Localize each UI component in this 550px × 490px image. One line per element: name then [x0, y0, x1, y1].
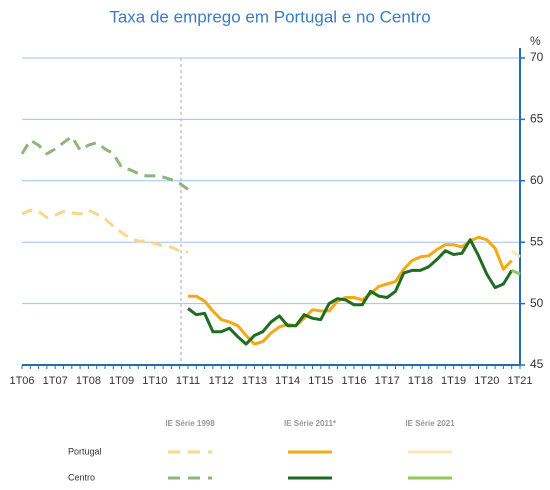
x-tick-label: 1T06: [9, 375, 34, 387]
chart-title: Taxa de emprego em Portugal e no Centro: [109, 7, 430, 26]
x-tick-label: 1T15: [308, 375, 333, 387]
x-tick-label: 1T10: [142, 375, 167, 387]
legend-column-header: IE Série 1998: [165, 419, 215, 428]
series-line: [187, 238, 513, 346]
series-line: [510, 249, 521, 259]
series-line: [511, 269, 521, 276]
y-tick-label: 55: [530, 234, 544, 248]
x-tick-label: 1T16: [341, 375, 366, 387]
x-tick-label: 1T12: [209, 375, 234, 387]
x-tick-label: 1T13: [242, 375, 267, 387]
x-tick-label: 1T20: [474, 375, 499, 387]
y-tick-label: 65: [530, 112, 544, 126]
legend-row-label: Centro: [68, 472, 95, 482]
legend-row-label: Portugal: [68, 446, 102, 456]
x-tick-label: 1T18: [408, 375, 433, 387]
series-line: [20, 135, 189, 191]
x-tick-label: 1T08: [76, 375, 101, 387]
x-tick-label: 1T07: [43, 375, 68, 387]
y-tick-label: 50: [530, 296, 544, 310]
series-line: [188, 235, 513, 346]
y-unit: %: [530, 34, 541, 48]
x-tick-label: 1T17: [375, 375, 400, 387]
y-tick-label: 70: [530, 50, 544, 64]
y-tick-label: 60: [530, 173, 544, 187]
x-tick-label: 1T14: [275, 375, 300, 387]
legend-column-header: IE Série 2011*: [284, 419, 337, 428]
x-tick-label: 1T09: [109, 375, 134, 387]
legend-column-header: IE Série 2021: [405, 419, 455, 428]
x-tick-label: 1T19: [441, 375, 466, 387]
x-tick-label: 1T21: [507, 375, 532, 387]
y-tick-label: 45: [530, 357, 544, 371]
x-tick-label: 1T11: [176, 375, 200, 387]
series-line: [21, 208, 189, 254]
